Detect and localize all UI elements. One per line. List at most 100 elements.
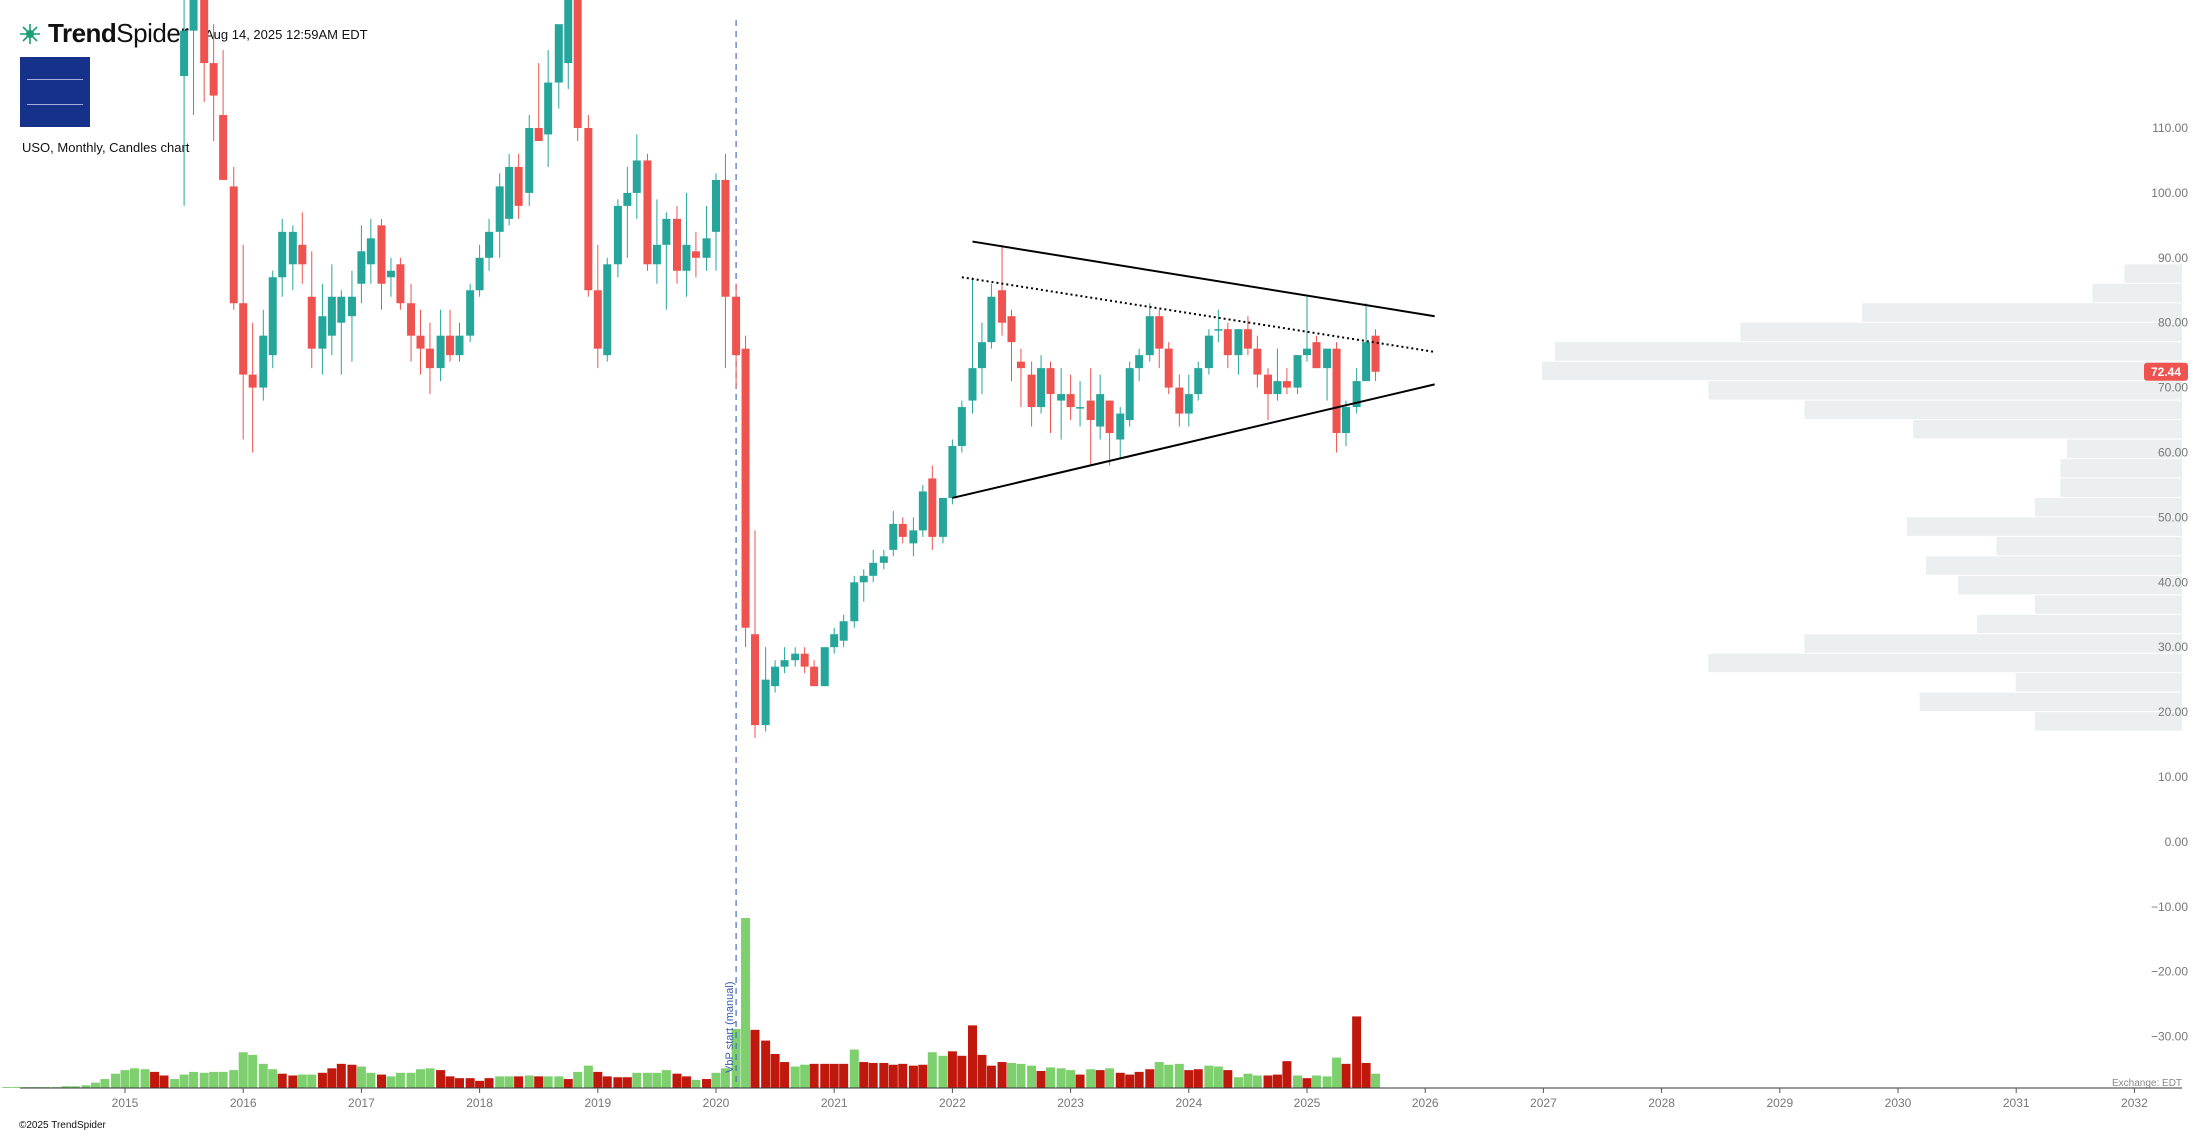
volume-bar	[70, 1086, 80, 1088]
candle-body	[889, 523, 898, 550]
volume-bar	[150, 1071, 160, 1088]
candle	[662, 212, 671, 310]
candle-body	[248, 374, 257, 388]
candle-body	[259, 335, 268, 388]
candle	[721, 153, 730, 369]
candle-body	[1204, 335, 1213, 369]
volume-bar	[879, 1062, 889, 1088]
y-tick-label: −10.00	[2151, 900, 2188, 914]
y-tick-label: 70.00	[2158, 381, 2188, 395]
candle-body	[239, 303, 248, 375]
candle	[366, 218, 375, 284]
price-tag-bg	[2144, 362, 2188, 381]
x-tick-label: 2021	[821, 1096, 848, 1110]
candle-body	[377, 225, 386, 284]
candle-body	[466, 290, 475, 336]
candle	[1214, 309, 1223, 343]
volume-bar	[534, 1076, 544, 1088]
volume-bar	[11, 1087, 21, 1088]
y-tick-label: 20.00	[2158, 705, 2188, 719]
candle	[1263, 368, 1272, 421]
candle-body	[761, 679, 770, 726]
candle	[1184, 374, 1193, 427]
volume-bar	[888, 1064, 898, 1088]
vbp-start-label: VbP start (manual)	[724, 981, 736, 1073]
volume-bar	[416, 1069, 425, 1088]
candle	[268, 270, 277, 369]
candle	[209, 24, 218, 141]
volume-bar	[820, 1063, 830, 1088]
volume-bar	[317, 1072, 327, 1088]
candle-body	[1037, 368, 1046, 408]
candle	[998, 244, 1007, 336]
candle-body	[1175, 387, 1184, 414]
volume-bar	[229, 1070, 239, 1088]
candle	[386, 257, 395, 297]
candlesticks	[180, 0, 1380, 739]
vbp-bar	[2034, 595, 2182, 614]
candle-body	[1352, 381, 1361, 408]
candle-body	[1016, 361, 1025, 369]
candle-body	[1105, 400, 1114, 434]
volume-profile	[1542, 264, 2182, 731]
candle-body	[879, 556, 888, 563]
candle	[1223, 322, 1232, 369]
candle-body	[839, 621, 848, 641]
volume-bar	[1223, 1070, 1233, 1088]
candle	[751, 530, 760, 739]
candle-body	[307, 296, 316, 349]
current-price-tag: 72.44	[2144, 362, 2188, 381]
candle	[623, 166, 632, 258]
candle-body	[200, 0, 209, 64]
trendlines[interactable]	[952, 240, 1435, 499]
candle-body	[1303, 348, 1311, 356]
volume-bar	[927, 1052, 937, 1088]
candle-body	[957, 407, 966, 447]
x-tick-label: 2032	[2121, 1096, 2148, 1110]
candle-body	[1312, 342, 1321, 369]
vbp-bar	[1804, 400, 2182, 420]
candle	[259, 309, 268, 401]
candle-body	[1194, 368, 1203, 395]
x-tick-label: 2018	[466, 1096, 493, 1110]
volume-bar	[809, 1063, 819, 1088]
candle	[1273, 348, 1282, 401]
volume-bar	[583, 1065, 593, 1088]
vbp-bar	[2124, 264, 2182, 283]
candle	[1253, 335, 1262, 388]
chart-timestamp: Aug 14, 2025 12:59AM EDT	[205, 27, 368, 42]
volume-bar	[1115, 1072, 1125, 1088]
candle-body	[1145, 316, 1154, 356]
volume-bar	[1174, 1063, 1184, 1088]
x-tick-label: 2020	[703, 1096, 730, 1110]
candle	[544, 50, 553, 167]
trendline-lower-support	[952, 383, 1435, 499]
candle-body	[455, 335, 464, 356]
volume-bar	[100, 1079, 110, 1088]
candle	[1352, 368, 1361, 414]
x-tick-label: 2022	[939, 1096, 966, 1110]
volume-bar	[140, 1069, 150, 1088]
candle	[327, 264, 336, 356]
candle	[1204, 329, 1213, 375]
candle	[1125, 361, 1134, 427]
volume-bar	[199, 1072, 209, 1088]
volume-bar	[750, 1029, 760, 1088]
candle-body	[268, 277, 277, 356]
volume-bar	[573, 1071, 583, 1088]
volume-bar	[366, 1072, 376, 1088]
volume-bar	[209, 1071, 219, 1088]
candle	[968, 277, 977, 414]
volume-bar	[977, 1054, 987, 1088]
volume-bar	[336, 1063, 346, 1088]
candle	[1155, 309, 1164, 369]
candle	[909, 517, 918, 557]
user-avatar-badge	[20, 57, 90, 127]
candle-body	[1027, 374, 1036, 408]
candle-body	[514, 166, 523, 206]
candle	[396, 257, 405, 310]
candle	[672, 205, 681, 284]
candle-body	[721, 179, 730, 297]
candle-body	[485, 231, 494, 258]
